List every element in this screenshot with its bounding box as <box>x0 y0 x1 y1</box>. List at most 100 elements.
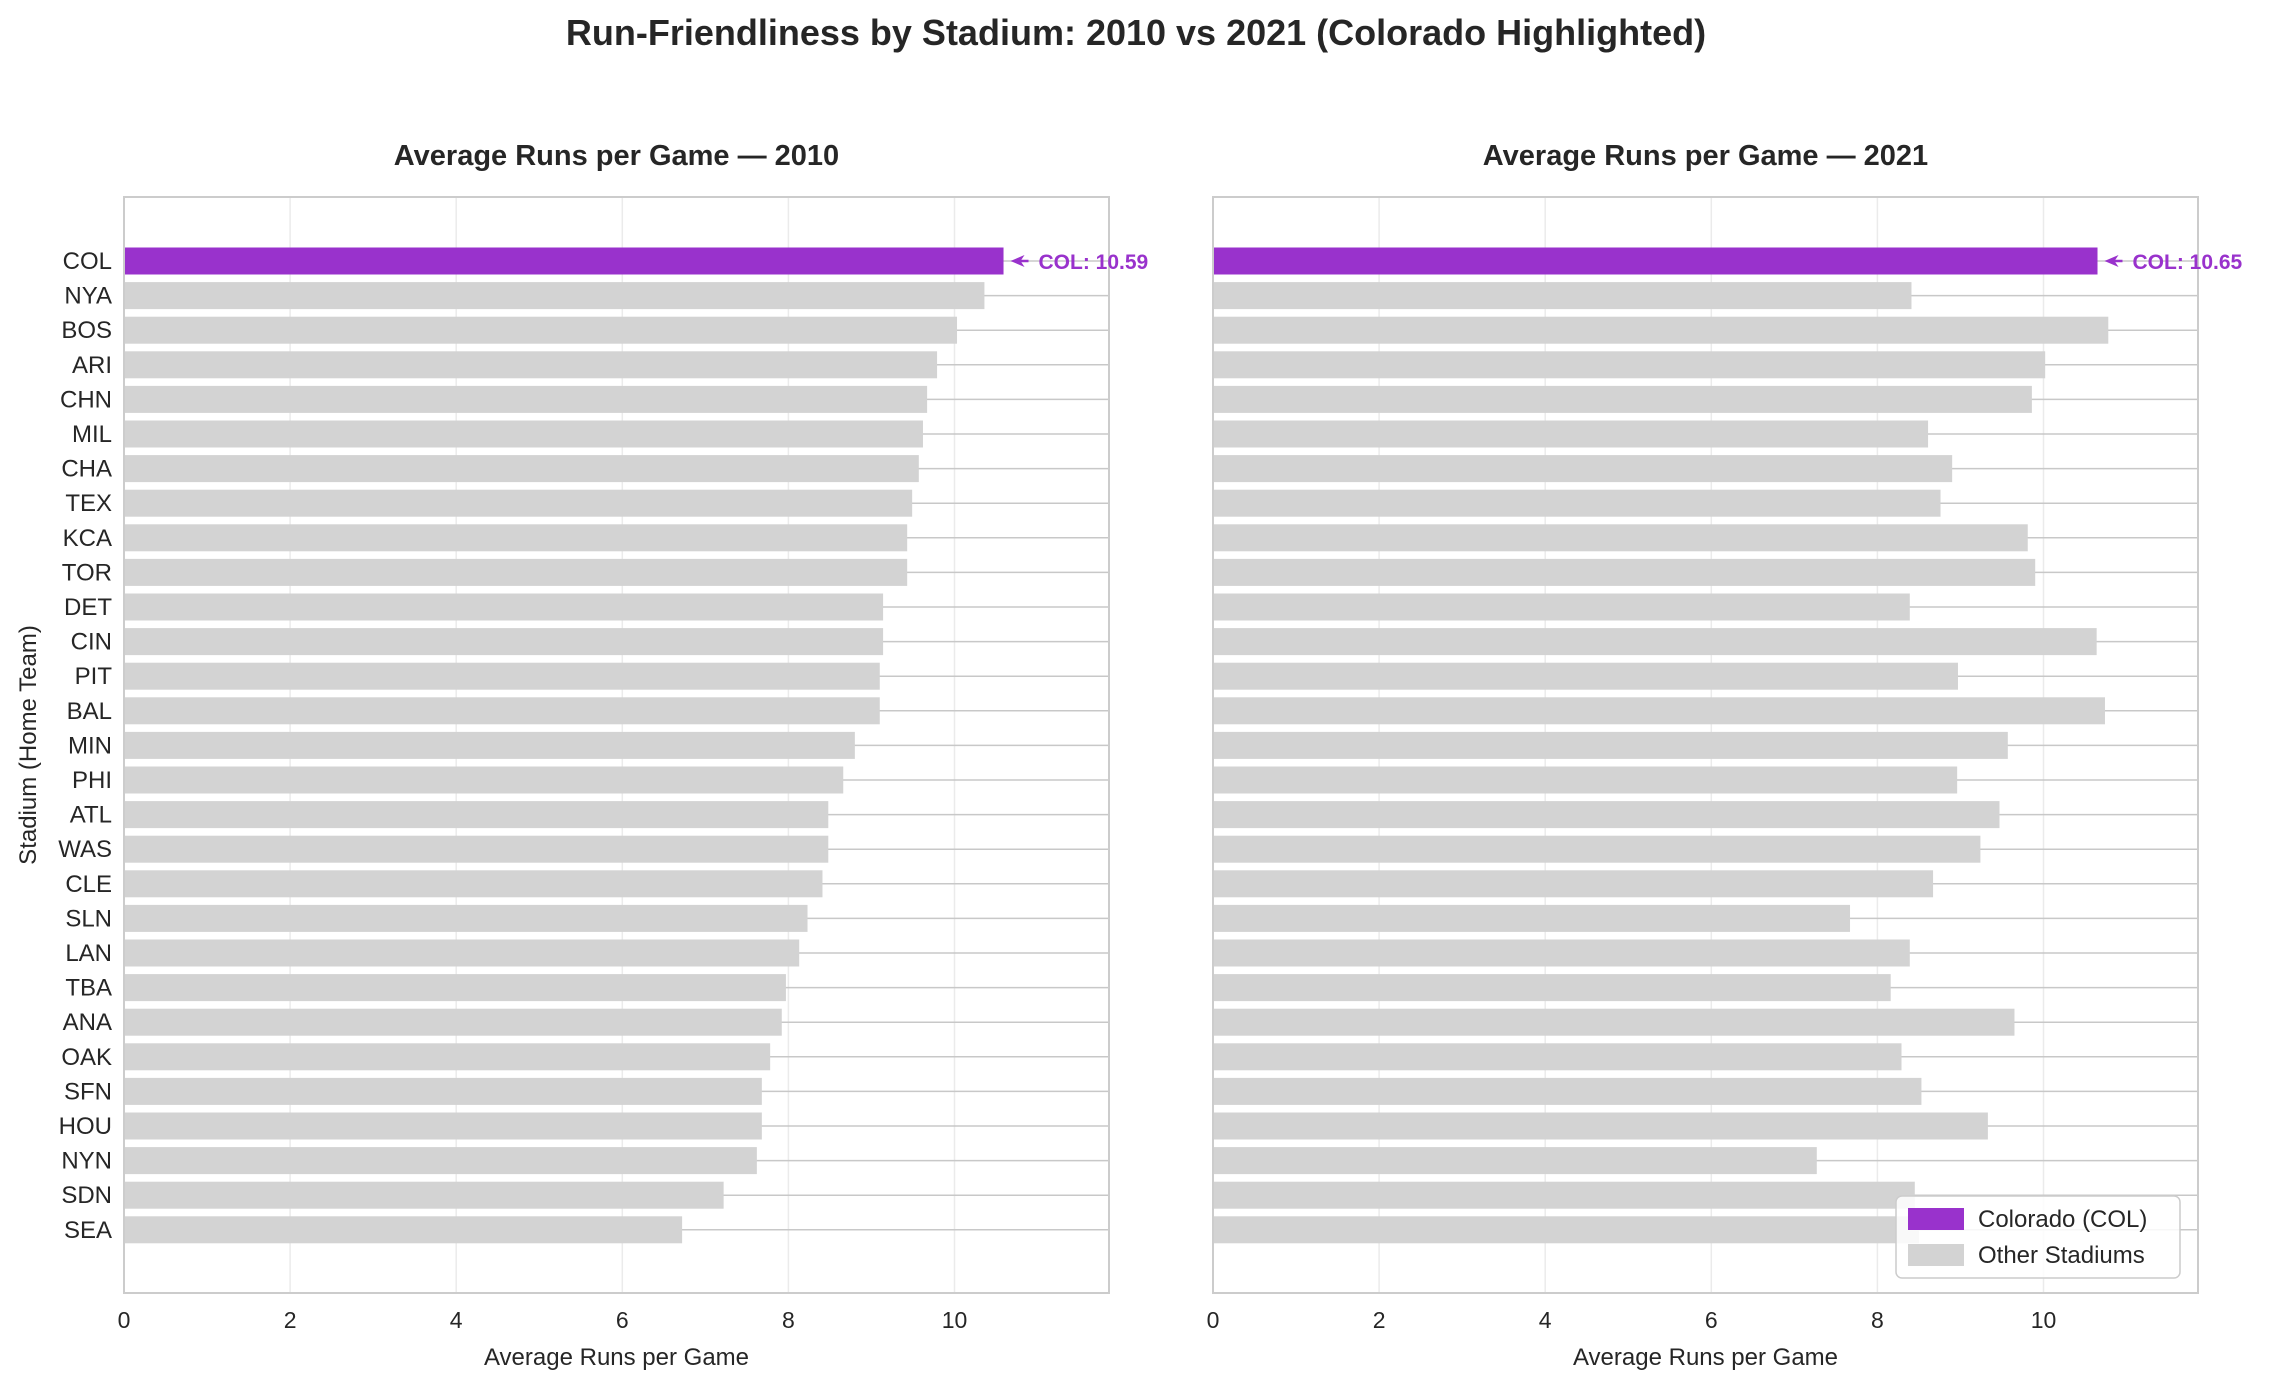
annotation-arrow <box>1010 255 1025 267</box>
bar <box>1213 801 2000 829</box>
category-label: WAS <box>58 836 112 863</box>
y-axis-label: Stadium (Home Team) <box>15 625 42 865</box>
category-label: DET <box>64 594 112 621</box>
bar <box>1213 385 2032 413</box>
x-tick-label: 10 <box>2031 1307 2057 1333</box>
category-label: SDN <box>61 1182 112 1209</box>
bar <box>124 593 884 621</box>
bar <box>124 697 880 725</box>
bar <box>1213 455 1953 483</box>
category-label: SFN <box>64 1078 112 1105</box>
bar <box>1213 558 2036 586</box>
bar <box>124 731 855 759</box>
bar <box>124 835 829 863</box>
category-label: SLN <box>65 905 112 932</box>
category-label: CHN <box>60 386 112 413</box>
bar <box>1213 904 1851 932</box>
x-tick-label: 0 <box>118 1307 131 1333</box>
bar <box>124 558 908 586</box>
x-tick-label: 2 <box>284 1307 297 1333</box>
bar <box>124 1216 683 1244</box>
bar <box>1213 524 2028 552</box>
panel-title: Average Runs per Game — 2010 <box>394 140 839 172</box>
category-label: SEA <box>64 1217 112 1244</box>
category-label: MIL <box>72 421 112 448</box>
bar-highlight <box>1213 247 2098 275</box>
axes-frame <box>123 196 1110 1294</box>
category-label: MIN <box>68 732 112 759</box>
bar <box>124 1043 771 1071</box>
category-label: BAL <box>67 698 112 725</box>
bar <box>1213 628 2097 656</box>
category-label: ARI <box>72 352 112 379</box>
category-label: NYA <box>64 283 112 310</box>
bar <box>1213 420 1929 448</box>
legend-label: Colorado (COL) <box>1978 1206 2147 1233</box>
x-axis-label: Average Runs per Game <box>1573 1344 1838 1371</box>
category-label: TBA <box>65 975 112 1002</box>
bar <box>124 1112 762 1140</box>
axes-frame <box>1212 196 2199 1294</box>
bar <box>124 489 913 517</box>
bar <box>1213 1181 1915 1209</box>
bar <box>124 351 938 379</box>
bar <box>1213 282 1912 310</box>
bar <box>1213 1077 1922 1105</box>
bar <box>124 904 808 932</box>
bar <box>124 662 880 690</box>
bar <box>124 801 829 829</box>
chart-panels: 0 2 4 6 8 10 COL NYA BOS ARI CHN MIL CHA TEX KCA TOR DET… <box>15 140 2243 1371</box>
category-label: CLE <box>65 871 112 898</box>
bar <box>1213 316 2109 344</box>
legend-swatch <box>1908 1244 1964 1266</box>
x-tick-label: 0 <box>1207 1307 1220 1333</box>
bar <box>1213 835 1981 863</box>
bar <box>124 628 884 656</box>
legend-swatch <box>1908 1208 1964 1230</box>
x-tick-label: 8 <box>1871 1307 1884 1333</box>
x-tick-label: 4 <box>1539 1307 1552 1333</box>
bar <box>1213 1216 1919 1244</box>
chart-panel-1: 0 2 4 6 8 10 COL NYA BOS ARI CHN MIL CHA TEX KCA TOR DET… <box>15 140 1148 1371</box>
category-label: CHA <box>61 456 112 483</box>
x-axis-label: Average Runs per Game <box>484 1344 749 1371</box>
bar <box>124 870 823 898</box>
bar <box>124 420 923 448</box>
figure-title: Run-Friendliness by Stadium: 2010 vs 202… <box>566 12 1706 53</box>
category-label: ANA <box>63 1009 112 1036</box>
x-tick-label: 8 <box>782 1307 795 1333</box>
x-tick-label: 2 <box>1373 1307 1386 1333</box>
category-label: HOU <box>59 1113 112 1140</box>
annotation-label: COL: 10.59 <box>1039 251 1149 274</box>
category-label: PIT <box>75 663 113 690</box>
bar <box>1213 662 1958 690</box>
bar <box>1213 1112 1988 1140</box>
bar <box>124 1147 757 1175</box>
category-label: KCA <box>63 525 112 552</box>
bar <box>1213 870 1934 898</box>
bar <box>124 282 985 310</box>
x-tick-label: 4 <box>450 1307 463 1333</box>
category-label: TOR <box>62 559 112 586</box>
bar <box>124 1181 724 1209</box>
bar <box>1213 1043 1902 1071</box>
bar <box>124 316 958 344</box>
bar <box>124 974 786 1002</box>
bar <box>124 385 928 413</box>
bar <box>1213 1147 1817 1175</box>
annotation-arrow <box>2104 255 2119 267</box>
bar <box>124 766 844 794</box>
x-tick-label: 6 <box>616 1307 629 1333</box>
bar <box>1213 1008 2015 1036</box>
legend-box <box>1895 1195 2181 1279</box>
category-label: TEX <box>65 490 112 517</box>
bar <box>1213 731 2008 759</box>
category-label: BOS <box>61 317 112 344</box>
bar <box>124 455 919 483</box>
category-label: CIN <box>71 629 112 656</box>
bar <box>1213 974 1891 1002</box>
bar <box>1213 939 1910 967</box>
bar <box>1213 489 1941 517</box>
category-label: NYN <box>61 1148 112 1175</box>
